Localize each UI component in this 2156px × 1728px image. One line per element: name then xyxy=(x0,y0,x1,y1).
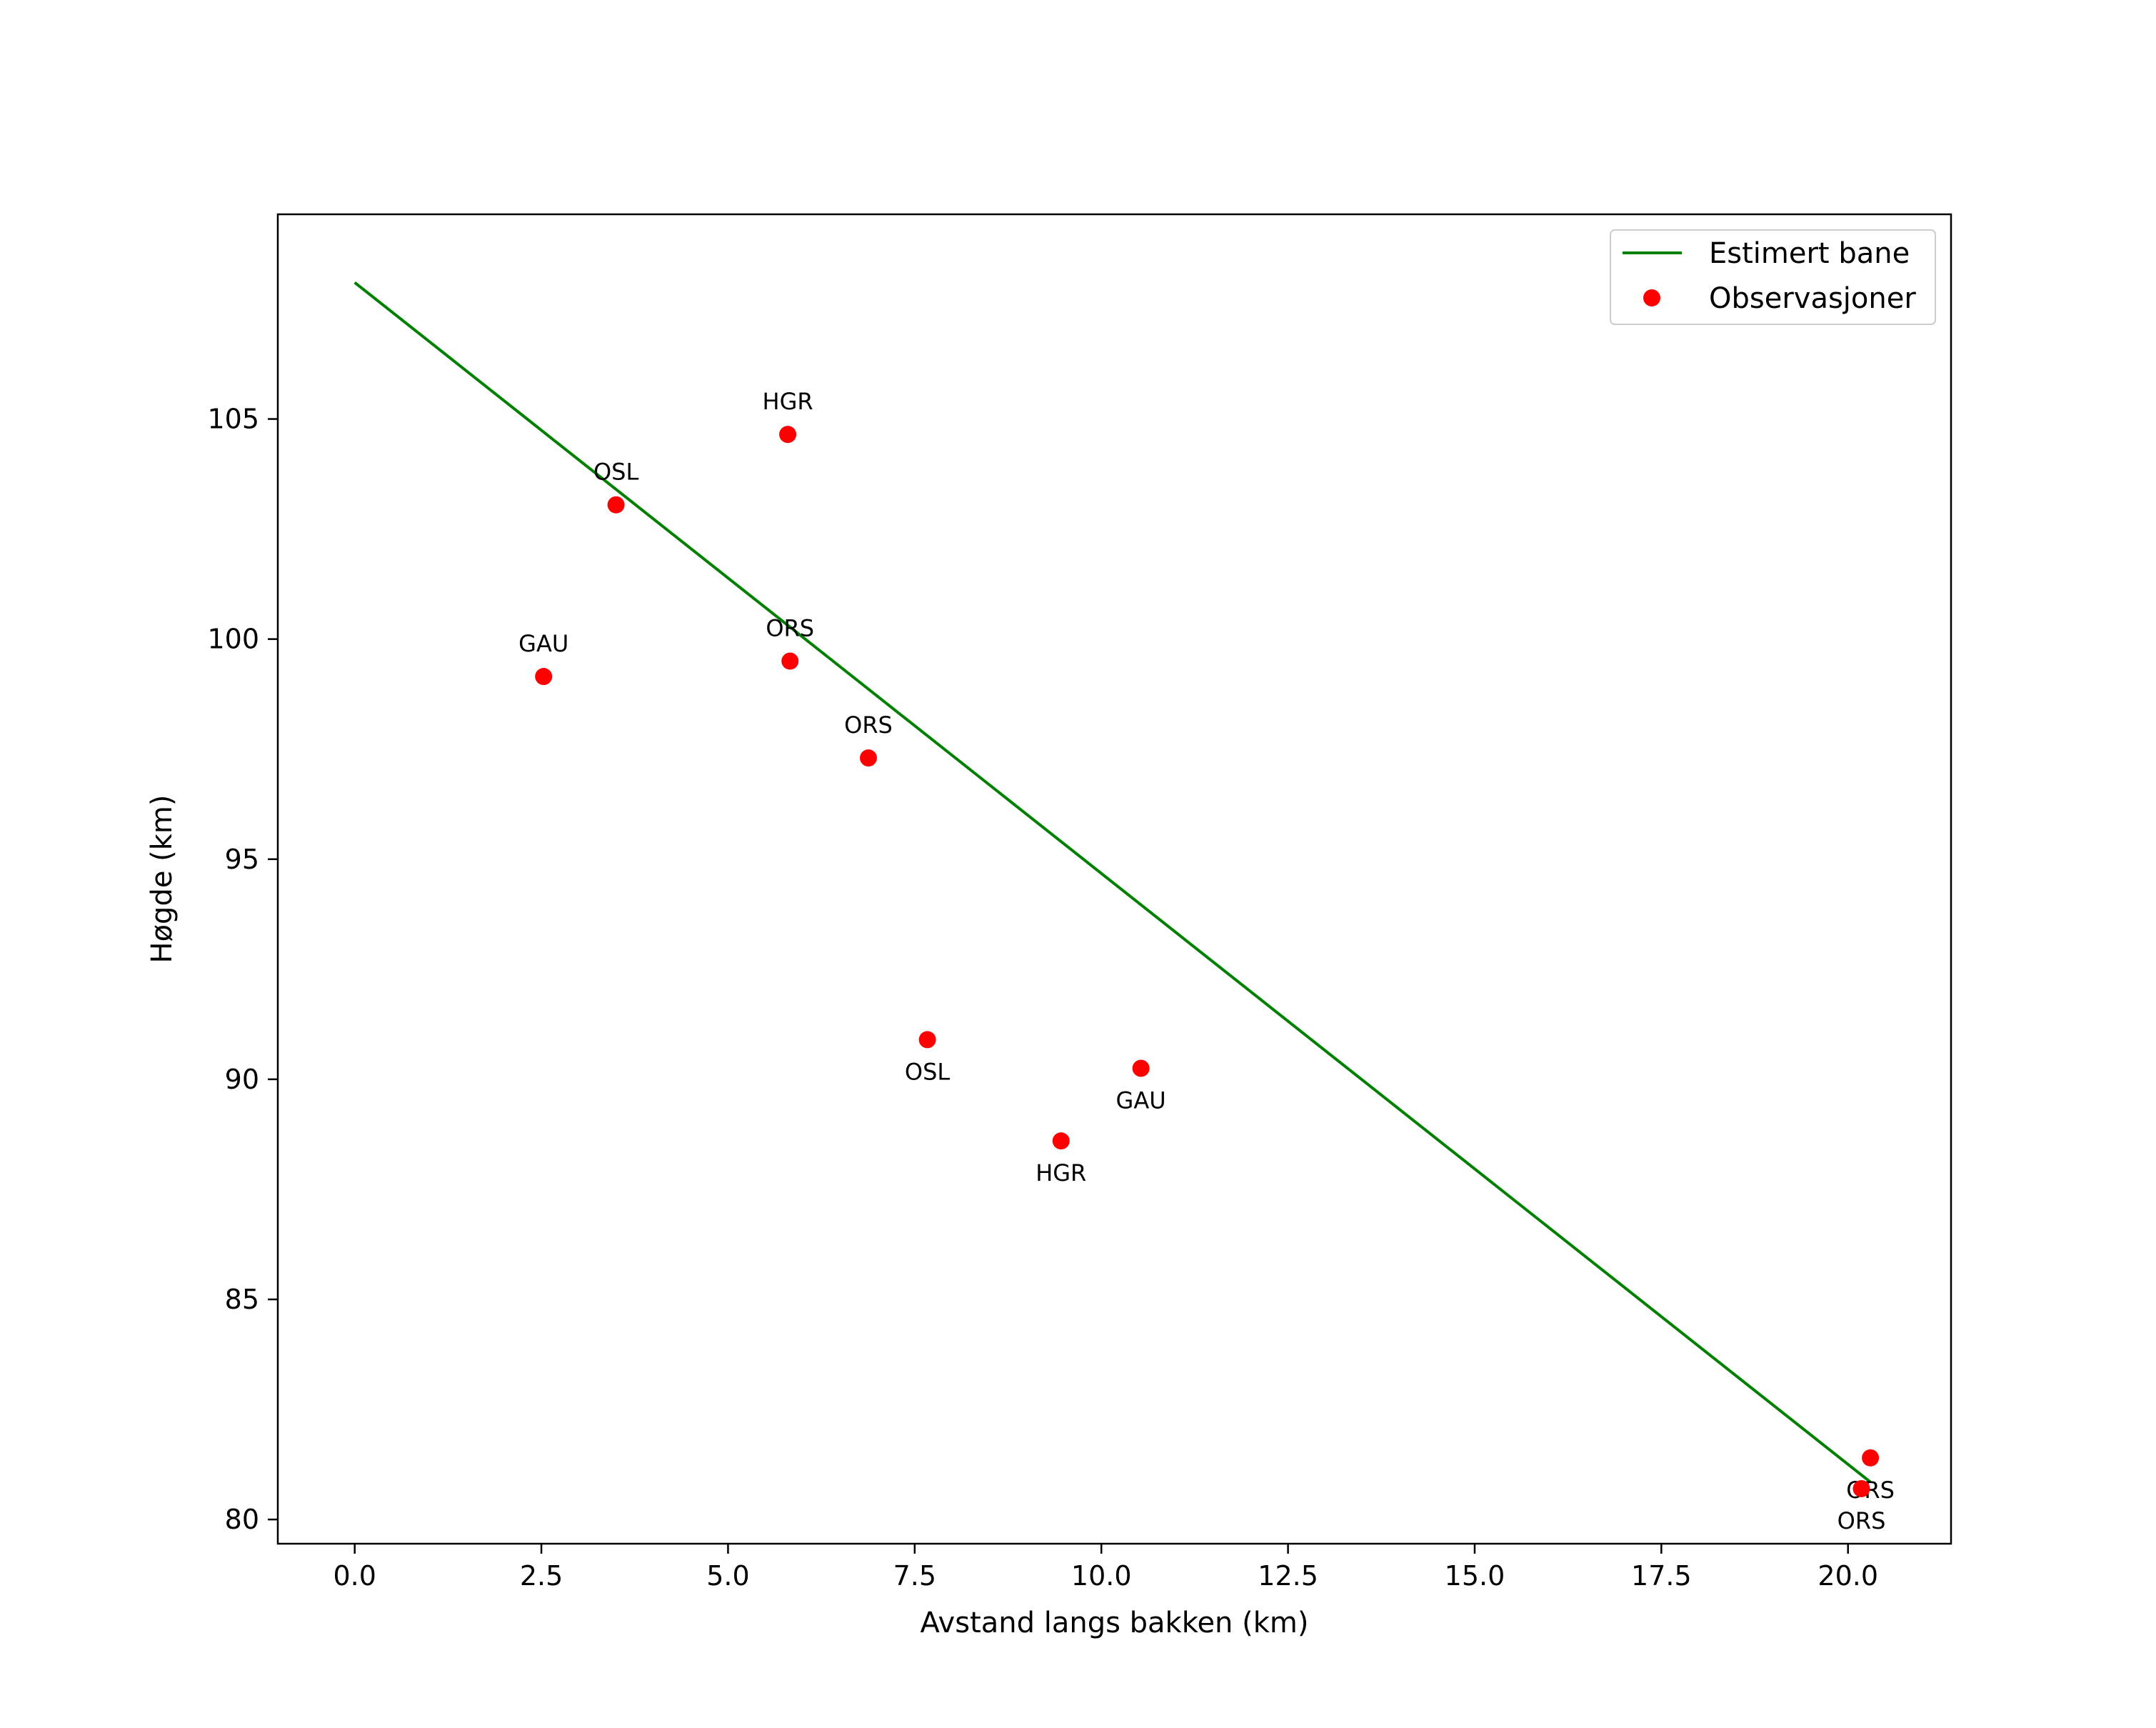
observation-point-8 xyxy=(1862,1449,1880,1467)
legend-box xyxy=(1610,229,1936,325)
x-tick-label-6: 15.0 xyxy=(1445,1560,1505,1592)
observation-label-9: ORS xyxy=(1837,1507,1886,1534)
legend: Estimert bane Observasjoner xyxy=(1610,229,1936,325)
x-tick-label-0: 0.0 xyxy=(333,1560,376,1592)
y-tick-label-1: 85 xyxy=(225,1284,259,1315)
observation-point-7 xyxy=(1052,1132,1070,1150)
x-tick-label-2: 5.0 xyxy=(706,1560,749,1592)
y-axis-label: Høgde (km) xyxy=(146,795,179,964)
x-tick-label-4: 10.0 xyxy=(1071,1560,1132,1592)
observation-point-2 xyxy=(535,668,553,686)
x-tick-label-8: 20.0 xyxy=(1817,1560,1878,1592)
observation-label-3: ORS xyxy=(766,614,814,641)
y-tick-label-3: 95 xyxy=(225,844,259,875)
y-axis: 80 85 90 95 100 105 xyxy=(207,404,278,1535)
legend-point-swatch xyxy=(1643,289,1660,306)
y-tick-label-5: 105 xyxy=(207,404,259,435)
y-tick-label-0: 80 xyxy=(225,1504,259,1535)
observation-label-1: HGR xyxy=(763,388,813,415)
observation-point-4 xyxy=(860,749,878,767)
legend-entry-estimert-bane: Estimert bane xyxy=(1709,237,1910,270)
observation-point-1 xyxy=(779,426,797,444)
observation-label-2: GAU xyxy=(518,630,568,657)
observation-label-7: HGR xyxy=(1036,1159,1086,1187)
observation-label-5: OSL xyxy=(905,1058,951,1085)
observation-point-5 xyxy=(918,1031,936,1049)
observation-point-6 xyxy=(1132,1059,1150,1077)
observation-point-9 xyxy=(1852,1479,1870,1497)
observation-label-4: ORS xyxy=(844,711,893,739)
y-tick-label-4: 100 xyxy=(207,624,259,655)
observation-point-0 xyxy=(607,496,625,514)
x-axis-label: Avstand langs bakken (km) xyxy=(921,1607,1309,1639)
plot-frame xyxy=(276,213,1952,1545)
x-axis: 0.0 2.5 5.0 7.5 10.0 12.5 15.0 17.5 20.0 xyxy=(333,1544,1878,1592)
observation-point-3 xyxy=(781,652,799,670)
x-tick-label-5: 12.5 xyxy=(1258,1560,1318,1592)
x-tick-label-3: 7.5 xyxy=(893,1560,936,1592)
x-tick-label-7: 17.5 xyxy=(1631,1560,1692,1592)
trajectory-line xyxy=(354,281,1872,1484)
x-tick-label-1: 2.5 xyxy=(520,1560,563,1592)
observation-label-6: GAU xyxy=(1116,1087,1166,1114)
y-tick-label-2: 90 xyxy=(225,1064,259,1095)
observation-label-0: OSL xyxy=(593,459,639,486)
legend-entry-observasjoner: Observasjoner xyxy=(1709,282,1916,315)
